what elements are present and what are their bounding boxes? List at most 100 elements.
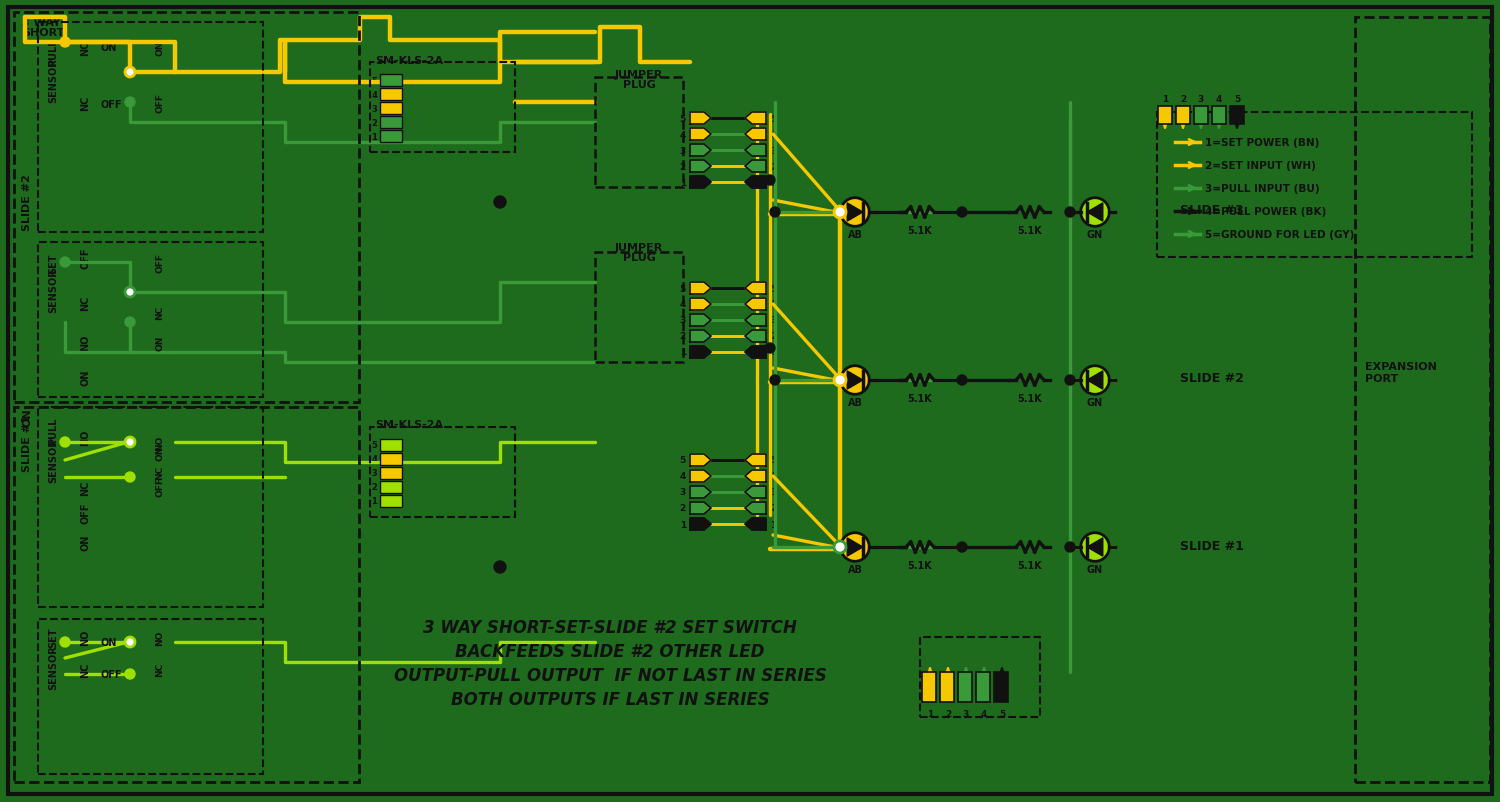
Bar xyxy=(13,407,358,782)
Polygon shape xyxy=(746,160,766,172)
Bar xyxy=(38,243,262,398)
Text: 5: 5 xyxy=(1234,95,1240,104)
Text: 5: 5 xyxy=(370,441,376,450)
Polygon shape xyxy=(690,282,711,294)
Text: NC: NC xyxy=(154,465,164,480)
Text: NO: NO xyxy=(80,334,90,350)
Polygon shape xyxy=(746,314,766,326)
Text: 1: 1 xyxy=(770,348,777,357)
Text: EXPANSION
PORT: EXPANSION PORT xyxy=(1365,362,1437,383)
Bar xyxy=(1194,107,1208,125)
Text: 3: 3 xyxy=(963,709,969,718)
Text: 1: 1 xyxy=(770,178,777,187)
Text: OFF: OFF xyxy=(80,247,90,269)
Circle shape xyxy=(60,257,70,268)
Text: 2: 2 xyxy=(770,162,777,172)
Text: 1: 1 xyxy=(370,497,376,506)
Circle shape xyxy=(124,98,135,107)
Polygon shape xyxy=(746,471,766,482)
Bar xyxy=(380,439,402,452)
Bar xyxy=(38,407,262,607)
Text: NC: NC xyxy=(154,306,164,320)
Polygon shape xyxy=(690,314,711,326)
Circle shape xyxy=(1065,208,1076,217)
Circle shape xyxy=(765,343,776,354)
Text: 3: 3 xyxy=(372,104,376,113)
Text: 5.1K: 5.1K xyxy=(1017,394,1042,403)
Text: 4: 4 xyxy=(1216,95,1222,104)
Polygon shape xyxy=(690,145,711,157)
Polygon shape xyxy=(690,113,711,125)
Polygon shape xyxy=(690,176,711,188)
Text: 4: 4 xyxy=(981,709,987,718)
Text: 1: 1 xyxy=(680,178,686,187)
Polygon shape xyxy=(746,145,766,157)
Bar xyxy=(380,468,402,480)
Text: 5: 5 xyxy=(680,115,686,124)
Text: 2: 2 xyxy=(370,119,376,128)
Circle shape xyxy=(60,437,70,448)
Text: 4: 4 xyxy=(770,131,777,140)
Bar xyxy=(1158,107,1172,125)
Polygon shape xyxy=(746,282,766,294)
Text: ON: ON xyxy=(22,407,32,426)
Polygon shape xyxy=(690,129,711,141)
Text: SLIDE #2: SLIDE #2 xyxy=(1180,372,1244,385)
Circle shape xyxy=(957,375,968,386)
Text: OFF: OFF xyxy=(80,501,90,523)
Circle shape xyxy=(60,638,70,647)
Text: GN: GN xyxy=(1088,229,1102,240)
Text: NC: NC xyxy=(80,662,90,677)
Text: 3: 3 xyxy=(372,469,376,478)
Bar xyxy=(380,117,402,129)
Text: 1: 1 xyxy=(680,348,686,357)
Text: 2: 2 xyxy=(945,709,951,718)
Text: GN: GN xyxy=(1088,565,1102,574)
Polygon shape xyxy=(1088,204,1102,222)
Text: ON: ON xyxy=(80,534,90,550)
Text: 2: 2 xyxy=(370,483,376,492)
Polygon shape xyxy=(746,502,766,514)
Text: 4: 4 xyxy=(680,300,686,309)
Text: JUMPER: JUMPER xyxy=(615,243,663,253)
Bar xyxy=(958,672,972,702)
Circle shape xyxy=(834,375,846,387)
Text: 3 WAY: 3 WAY xyxy=(22,18,62,28)
Text: OFF: OFF xyxy=(154,253,164,273)
Polygon shape xyxy=(690,298,711,310)
Text: BOTH OUTPUTS IF LAST IN SERIES: BOTH OUTPUTS IF LAST IN SERIES xyxy=(450,691,770,708)
Text: ON: ON xyxy=(80,370,90,386)
Polygon shape xyxy=(690,330,711,342)
Bar xyxy=(13,13,358,403)
Polygon shape xyxy=(746,518,766,530)
Polygon shape xyxy=(847,371,862,390)
Text: NO: NO xyxy=(154,630,164,645)
Text: 3: 3 xyxy=(680,146,686,156)
Text: 5: 5 xyxy=(680,456,686,465)
Text: OUTPUT-PULL OUTPUT  IF NOT LAST IN SERIES: OUTPUT-PULL OUTPUT IF NOT LAST IN SERIES xyxy=(393,666,826,684)
Bar xyxy=(1156,113,1472,257)
Text: SENSOR: SENSOR xyxy=(48,437,58,482)
Circle shape xyxy=(1065,375,1076,386)
Text: 5.1K: 5.1K xyxy=(908,225,933,236)
Text: OFF: OFF xyxy=(100,100,122,110)
Text: 2: 2 xyxy=(680,162,686,172)
Text: PLUG: PLUG xyxy=(622,253,656,263)
Ellipse shape xyxy=(1080,533,1110,561)
Text: 4: 4 xyxy=(680,131,686,140)
Text: SET: SET xyxy=(48,253,58,273)
Circle shape xyxy=(957,542,968,553)
Text: 4: 4 xyxy=(370,91,376,99)
Text: ON: ON xyxy=(100,43,117,53)
Polygon shape xyxy=(690,471,711,482)
Circle shape xyxy=(765,176,776,186)
Text: 1=SET POWER (BN): 1=SET POWER (BN) xyxy=(1204,138,1320,148)
Polygon shape xyxy=(690,502,711,514)
Bar xyxy=(380,453,402,465)
Circle shape xyxy=(124,472,135,482)
Text: 3: 3 xyxy=(680,488,686,497)
Polygon shape xyxy=(690,455,711,467)
Text: SLIDE #1: SLIDE #1 xyxy=(1180,539,1244,552)
Text: SHORT: SHORT xyxy=(22,28,64,38)
Text: OFF: OFF xyxy=(100,669,122,679)
